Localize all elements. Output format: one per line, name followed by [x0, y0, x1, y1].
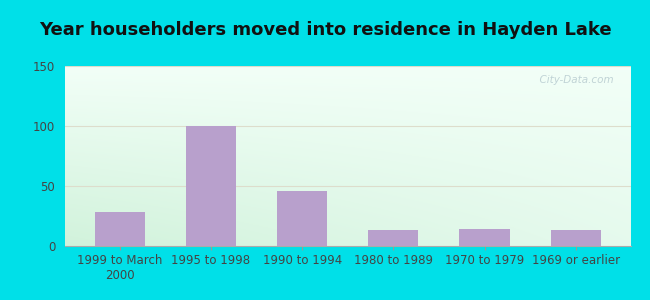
- Bar: [551, 230, 601, 246]
- Bar: [369, 230, 419, 246]
- Bar: [460, 229, 510, 246]
- Text: City-Data.com: City-Data.com: [533, 75, 614, 85]
- Text: Year householders moved into residence in Hayden Lake: Year householders moved into residence i…: [39, 21, 611, 39]
- Bar: [277, 191, 327, 246]
- Bar: [186, 126, 236, 246]
- Bar: [95, 212, 145, 246]
